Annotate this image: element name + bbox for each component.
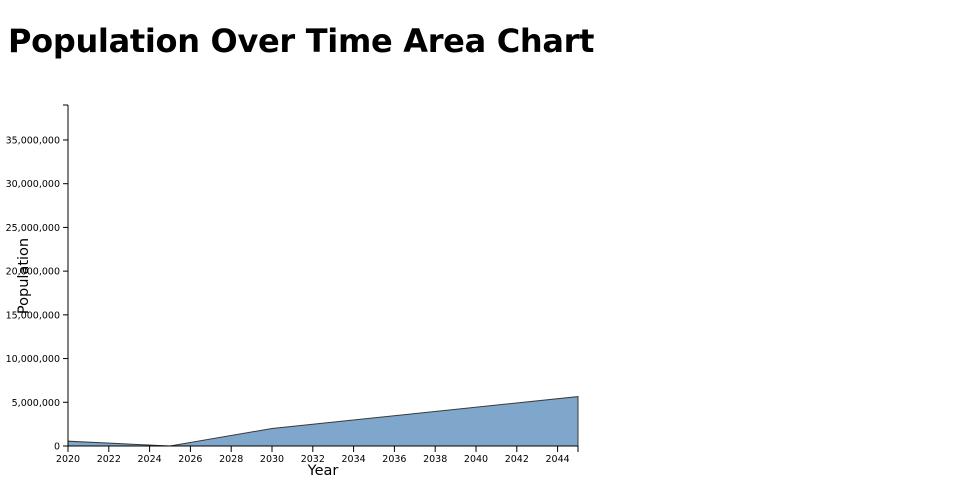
chart-title: Population Over Time Area Chart <box>8 22 595 60</box>
y-axis: 0 5,000,000 10,000,000 15,000,000 20,000,000… <box>6 104 69 453</box>
x-tick-label: 2032 <box>301 454 325 465</box>
y-tick-label: 25,000,000 <box>6 223 60 234</box>
x-tick-label: 2022 <box>97 454 121 465</box>
y-tick-label: 10,000,000 <box>6 354 60 365</box>
y-axis-title: Population <box>16 238 32 314</box>
x-axis: 2020 2022 2024 2026 2028 2030 2032 2034 2036 2038… <box>56 445 579 465</box>
x-tick-label: 2024 <box>138 454 162 465</box>
x-tick-label: 2038 <box>423 454 447 465</box>
x-tick-label: 2042 <box>505 454 529 465</box>
y-tick-label: 5,000,000 <box>12 398 60 409</box>
x-tick-label: 2026 <box>178 454 202 465</box>
x-tick-label: 2028 <box>219 454 243 465</box>
area-series <box>67 396 579 447</box>
y-tick-label: 0 <box>54 442 60 453</box>
x-tick-label: 2030 <box>260 454 284 465</box>
y-tick-label: 15,000,000 <box>6 310 60 321</box>
x-tick-label: 2034 <box>342 454 366 465</box>
plot-area <box>67 396 579 447</box>
y-tick-label: 35,000,000 <box>6 135 60 146</box>
y-tick-label: 20,000,000 <box>6 267 60 278</box>
x-tick-label: 2036 <box>382 454 406 465</box>
y-tick-label: 30,000,000 <box>6 179 60 190</box>
x-tick-label: 2044 <box>546 454 570 465</box>
x-tick-label: 2020 <box>56 454 80 465</box>
x-axis-title: Year <box>307 463 339 479</box>
x-tick-label: 2040 <box>464 454 488 465</box>
